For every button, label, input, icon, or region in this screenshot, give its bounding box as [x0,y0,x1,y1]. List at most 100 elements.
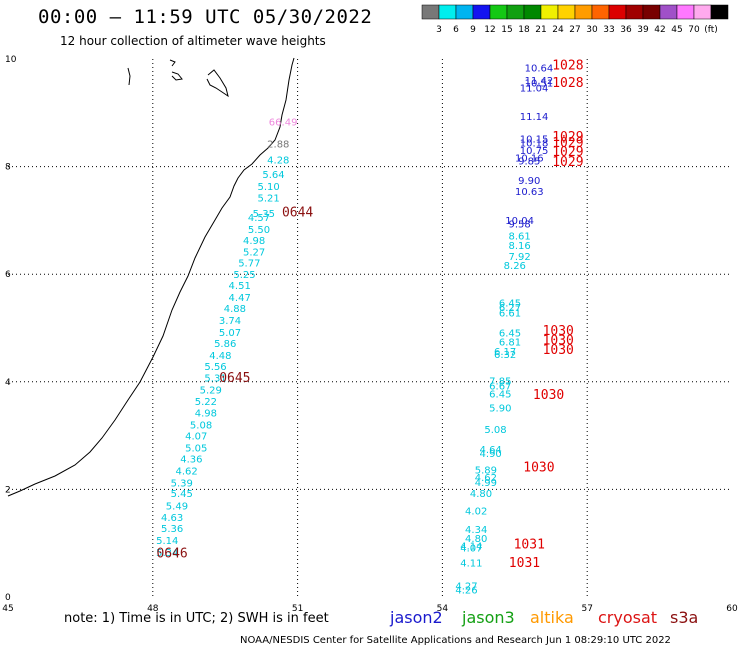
color-scale-label: 45 [671,25,682,35]
color-scale-label: 12 [484,25,495,35]
color-swatch [710,4,729,20]
island [127,67,131,86]
swh-value-label: 4.47 [229,293,251,304]
annotation-label: 1030 [533,388,564,403]
swh-value-label: 4.07 [460,544,482,555]
color-scale-label: 18 [518,25,530,35]
swh-value-label: 5.50 [248,225,270,236]
color-scale-label: 6 [453,25,459,35]
color-scale-label: 9 [470,25,476,35]
swh-value-label: 5.31 [204,373,226,384]
color-scale-label: 27 [569,25,580,35]
annotation-label: 1029 [552,130,583,145]
color-scale-label: 36 [620,25,632,35]
swh-value-label: 8.26 [504,261,526,272]
swh-value-label: 10.15 [520,135,549,146]
island [171,71,183,81]
satellite-legend-item: jason2 [390,608,443,627]
swh-value-label: 66.49 [269,117,298,128]
swh-value-label: 8.16 [508,241,530,252]
swh-value-label: 6.32 [494,350,516,361]
swh-value-label: 4.36 [180,455,202,466]
lat-lon-grid [8,59,732,597]
swh-value-label: 5.64 [262,170,284,181]
swh-value-label: 5.22 [195,397,217,408]
time-pressure-labels: 0644064506461028102810291029102910291030… [156,58,583,571]
swh-value-label: 6.45 [499,299,521,310]
swh-value-label: 9.85 [518,157,540,168]
lon-tick-label: 51 [292,604,303,614]
color-scale-label: 21 [535,25,546,35]
swh-value-label: 5.89 [475,465,497,476]
color-scale-label: 3 [436,25,442,35]
annotation-label: 1031 [509,556,540,571]
credit-line: NOAA/NESDIS Center for Satellite Applica… [240,635,671,646]
swh-value-label: 4.14 [460,541,482,552]
swh-value-label: 3.74 [219,316,241,327]
swh-value-label: 5.56 [204,362,226,373]
swh-value-label: 10.63 [515,187,544,198]
swh-value-label: 6.17 [494,347,516,358]
color-scale-label: 42 [654,25,665,35]
satellite-legend-item: s3a [670,608,699,627]
color-scale-label: 70 [688,25,700,35]
annotation-label: 1029 [552,145,583,160]
color-scale-label: 39 [637,25,649,35]
satellite-legend-item: cryosat [598,608,658,627]
lon-tick-label: 48 [147,604,159,614]
satellite-legend-item: altika [530,608,574,627]
island [206,69,229,98]
swh-value-label: 10.04 [505,216,534,227]
swh-value-label: 4.28 [267,156,289,167]
lon-tick-label: 45 [2,604,13,614]
swh-value-label: 4.64 [480,445,502,456]
lat-tick-label: 2 [5,485,11,495]
lat-tick-label: 10 [5,55,17,65]
annotation-label: 1029 [552,136,583,151]
color-scale-label: 24 [552,25,564,35]
page-title: 00:00 – 11:59 UTC 05/30/2022 [38,6,373,28]
swh-value-label: 5.08 [484,425,506,436]
swh-value-label: 4.80 [465,534,487,545]
swh-value-label: 4.27 [455,582,477,593]
satellite-legend-item: jason3 [462,608,515,627]
swh-value-label: 5.21 [258,193,280,204]
annotation-label: 1030 [523,460,554,475]
swh-value-label: 4.48 [209,351,231,362]
annotation-label: 1028 [552,76,583,91]
swh-value-label: 5.45 [171,489,193,500]
swh-value-label: 4.90 [480,449,502,460]
annotation-label: 1030 [543,324,574,339]
color-scale-legend: 3 6 9 12 15 18 21 24 27 30 33 36 39 42 45 70 (ft) [421,4,729,35]
swh-value-label: 11.42 [525,76,554,87]
swh-value-label: 5.27 [243,248,265,259]
annotation-label: 1031 [514,538,545,553]
swh-value-label: 5.05 [185,443,207,454]
swh-value-label: 6.67 [489,382,511,393]
swh-value-label: 7.85 [489,377,511,388]
swh-value-label: 10.18 [520,138,549,149]
annotation-label: 0644 [282,205,313,220]
island-group [127,59,229,98]
lat-tick-label: 0 [5,593,11,603]
swh-value-label: 5.07 [219,328,241,339]
island [169,59,176,67]
color-scale-label: 30 [586,25,598,35]
swh-value-label: 10.75 [520,146,549,157]
lon-tick-label: 60 [726,604,738,614]
swh-value-label: 6.61 [499,308,521,319]
swh-value-label: 4.98 [243,236,265,247]
swh-value-label: 4.62 [475,473,497,484]
color-scale-label: (ft) [704,25,718,35]
swh-value-label: 10.51 [525,79,554,90]
swh-value-label: 4.07 [185,432,207,443]
swh-value-label: 4.99 [475,478,497,489]
color-scale-label: 15 [501,25,512,35]
swh-value-label: 11.14 [520,112,549,123]
swh-value-label: 6.27 [499,303,521,314]
annotation-label: 1030 [543,333,574,348]
swh-value-label: 4.11 [460,559,482,570]
swh-value-label: 9.90 [518,176,540,187]
swh-value-label: 4.51 [229,281,251,292]
annotation-label: 1028 [552,58,583,73]
